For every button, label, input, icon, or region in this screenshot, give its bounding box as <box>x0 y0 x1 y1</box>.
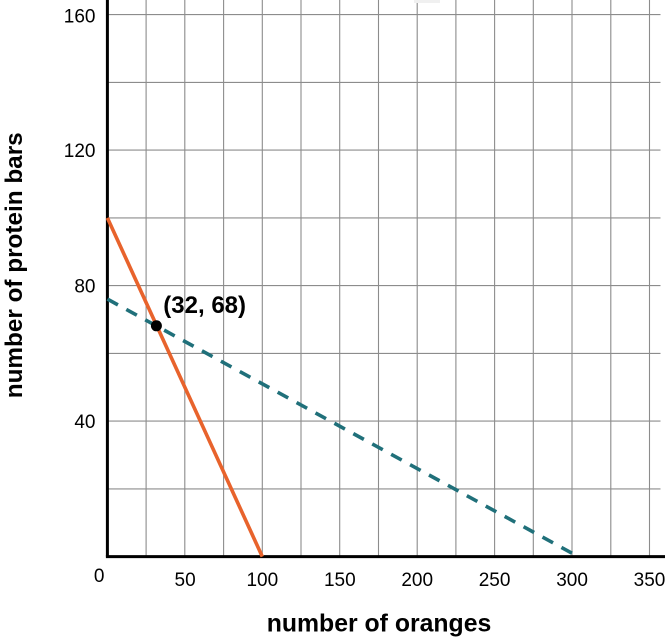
svg-text:250: 250 <box>479 570 511 591</box>
svg-text:150: 150 <box>324 570 356 591</box>
svg-text:0: 0 <box>94 566 105 587</box>
svg-text:number of protein bars: number of protein bars <box>1 132 28 398</box>
svg-text:200: 200 <box>401 570 433 591</box>
svg-text:100: 100 <box>246 570 278 591</box>
svg-text:40: 40 <box>74 412 95 433</box>
svg-text:80: 80 <box>74 276 95 297</box>
svg-text:number of oranges: number of oranges <box>267 611 492 638</box>
svg-text:350: 350 <box>634 570 665 591</box>
svg-text:(32, 68): (32, 68) <box>163 292 246 319</box>
svg-text:160: 160 <box>64 6 96 27</box>
svg-text:120: 120 <box>64 141 96 162</box>
svg-text:300: 300 <box>556 570 588 591</box>
svg-text:50: 50 <box>175 570 196 591</box>
